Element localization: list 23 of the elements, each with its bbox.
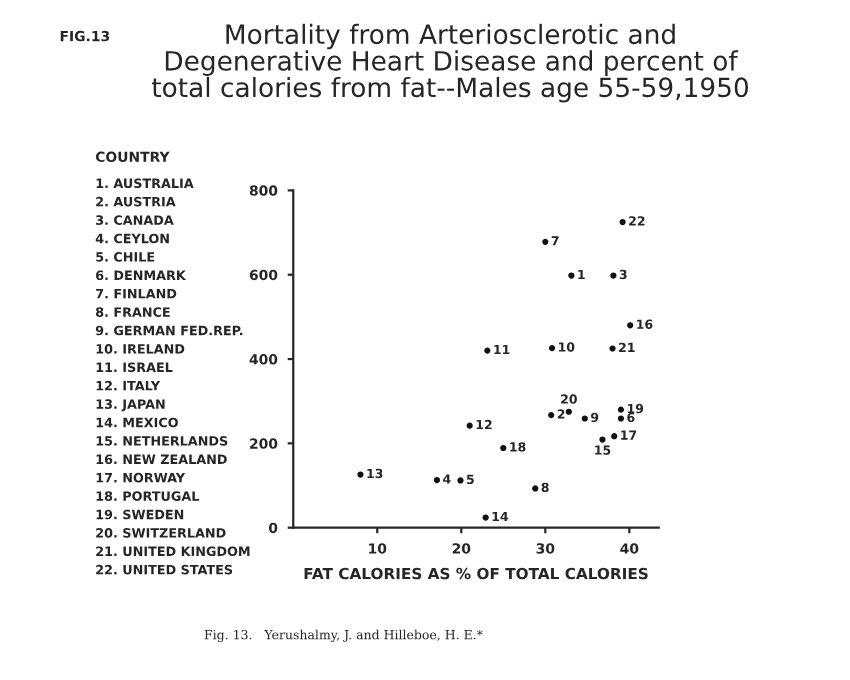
point (627, 322, 634, 329)
point (500, 444, 507, 452)
point (457, 477, 464, 484)
point (565, 408, 572, 415)
point (610, 272, 617, 279)
point (609, 345, 616, 352)
point (433, 476, 441, 484)
point (568, 272, 575, 279)
point (532, 485, 539, 492)
point (548, 344, 556, 352)
point (617, 415, 625, 422)
chart-title: Mortality from Arteriosclerotic and Degenerative Heart Disease and percent of total calories from fat--Males age 55-59,1950 (151, 23, 748, 103)
point (599, 436, 606, 443)
point (542, 238, 549, 245)
point (548, 412, 555, 419)
point (581, 415, 588, 422)
point (466, 422, 473, 429)
point (619, 218, 626, 226)
point (611, 433, 618, 440)
point (482, 514, 489, 521)
point (484, 347, 491, 354)
point (617, 406, 625, 413)
point (357, 471, 364, 478)
